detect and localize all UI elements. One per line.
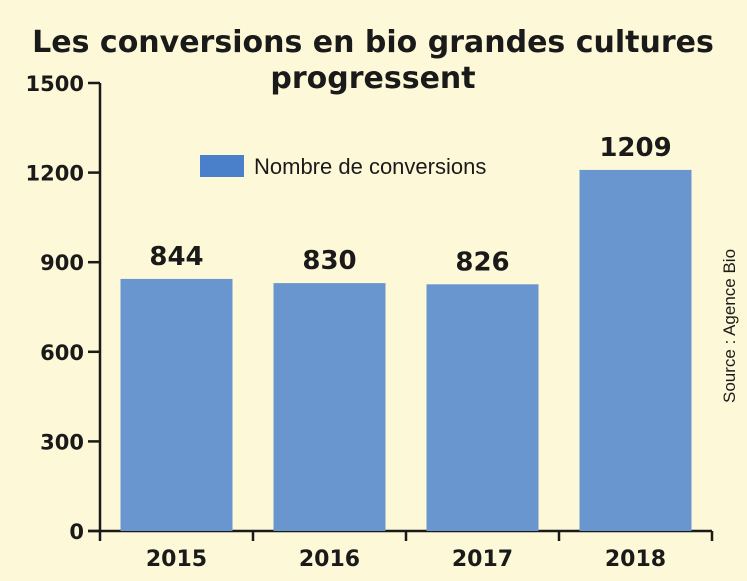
- data-label-2016: 830: [302, 246, 356, 276]
- y-tick-label-1200: 1200: [26, 162, 84, 186]
- chart-title: Les conversions en bio grandes cultures …: [32, 25, 714, 96]
- data-labels: 844 830 826 1209: [149, 133, 671, 277]
- y-tick-label-600: 600: [40, 341, 84, 365]
- bar-2018: [579, 169, 692, 532]
- x-tick-label-2018: 2018: [605, 547, 666, 572]
- data-label-2017: 826: [455, 247, 509, 277]
- x-tick-label-2017: 2017: [452, 547, 513, 572]
- y-tick-label-0: 0: [69, 520, 84, 544]
- y-tick-label-900: 900: [40, 251, 84, 275]
- bar-2015: [120, 278, 233, 531]
- chart-title-line-1: Les conversions en bio grandes cultures: [32, 25, 714, 60]
- legend-label: Nombre de conversions: [254, 154, 486, 179]
- bars: [120, 169, 692, 532]
- data-label-2015: 844: [149, 242, 203, 272]
- x-axis: 2015 2016 2017 2018: [88, 529, 714, 572]
- chart-title-line-2: progressent: [270, 61, 475, 96]
- source-note: Source : Agence Bio: [720, 249, 739, 403]
- x-tick-label-2016: 2016: [299, 547, 360, 572]
- x-tick-label-2015: 2015: [146, 547, 207, 572]
- y-axis: 0 300 600 900 1200 1500: [26, 72, 102, 544]
- legend-swatch: [200, 155, 244, 177]
- data-label-2018: 1209: [599, 133, 671, 163]
- y-tick-label-300: 300: [40, 430, 84, 454]
- bar-2016: [273, 283, 386, 531]
- bar-2017: [426, 284, 539, 531]
- y-tick-label-1500: 1500: [26, 72, 84, 96]
- legend: Nombre de conversions: [200, 154, 486, 179]
